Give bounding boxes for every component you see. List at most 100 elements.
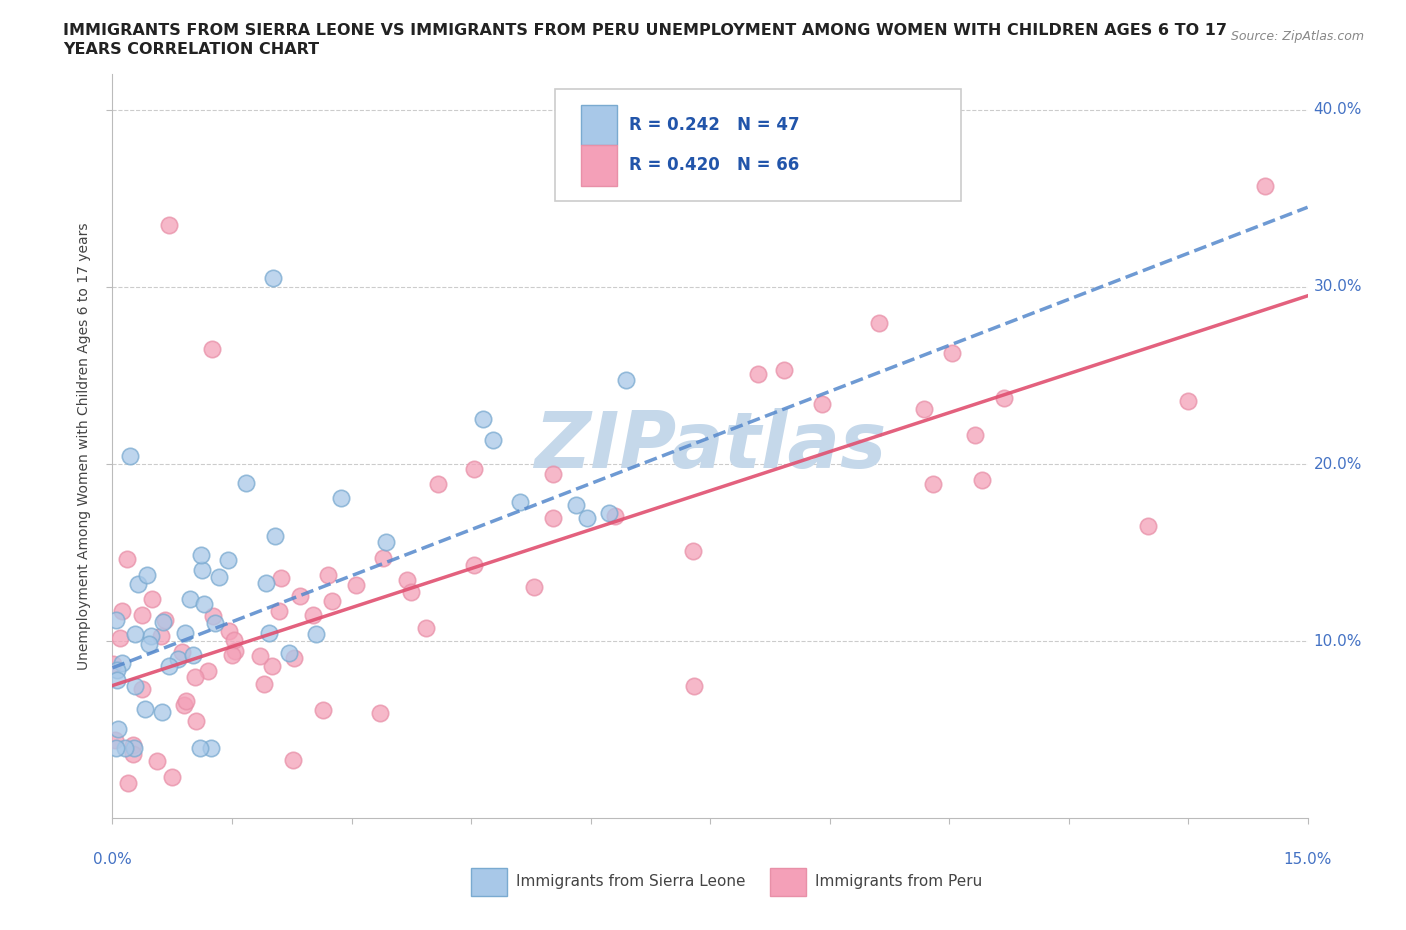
Point [1177, 394, 1199, 409]
Point [965, 427, 987, 442]
Point [302, 607, 325, 622]
Point [912, 402, 935, 417]
Point [868, 315, 890, 330]
Text: 30.0%: 30.0% [1313, 280, 1362, 295]
Point [482, 432, 505, 447]
Point [131, 682, 153, 697]
Point [162, 770, 184, 785]
Point [598, 506, 620, 521]
Point [321, 593, 343, 608]
Point [111, 604, 134, 618]
Point [114, 740, 136, 755]
Text: Immigrants from Sierra Leone: Immigrants from Sierra Leone [516, 874, 747, 889]
Point [200, 740, 222, 755]
Point [201, 341, 224, 356]
Point [117, 776, 139, 790]
Text: 10.0%: 10.0% [1313, 633, 1362, 649]
Point [105, 662, 128, 677]
Point [139, 629, 162, 644]
Point [614, 373, 637, 388]
Point [191, 563, 214, 578]
Point [124, 679, 146, 694]
Point [197, 663, 219, 678]
Point [108, 631, 131, 645]
Point [127, 577, 149, 591]
Point [375, 535, 398, 550]
Point [235, 475, 257, 490]
Point [683, 678, 706, 693]
Point [463, 557, 485, 572]
Point [682, 543, 704, 558]
Point [138, 636, 160, 651]
Point [136, 567, 159, 582]
Point [134, 702, 156, 717]
Point [312, 703, 335, 718]
Point [509, 495, 531, 510]
Point [344, 578, 367, 592]
Point [922, 476, 945, 491]
Point [747, 366, 769, 381]
Point [415, 620, 437, 635]
Point [426, 476, 449, 491]
Point [174, 626, 197, 641]
Point [208, 569, 231, 584]
Point [104, 740, 127, 755]
Point [541, 511, 564, 525]
Point [270, 571, 292, 586]
Point [190, 548, 212, 563]
Point [107, 722, 129, 737]
Point [218, 623, 240, 638]
Point [399, 585, 422, 600]
Point [105, 613, 128, 628]
Text: R = 0.242   N = 47: R = 0.242 N = 47 [628, 116, 800, 134]
Point [263, 528, 285, 543]
Text: 40.0%: 40.0% [1313, 102, 1362, 117]
Point [204, 616, 226, 631]
Point [970, 472, 993, 487]
Point [1254, 179, 1277, 193]
Point [472, 411, 495, 426]
Point [371, 551, 394, 565]
Text: YEARS CORRELATION CHART: YEARS CORRELATION CHART [63, 42, 319, 57]
Point [262, 271, 284, 286]
Point [463, 461, 485, 476]
Point [253, 676, 276, 691]
Point [170, 644, 193, 659]
Point [193, 596, 215, 611]
Point [941, 346, 963, 361]
Y-axis label: Unemployment Among Women with Children Ages 6 to 17 years: Unemployment Among Women with Children A… [77, 222, 91, 671]
Point [603, 509, 626, 524]
Point [316, 567, 339, 582]
Point [772, 362, 794, 377]
Point [103, 657, 125, 671]
Point [141, 591, 163, 606]
Point [576, 511, 599, 525]
Point [122, 747, 145, 762]
Point [304, 627, 326, 642]
Point [105, 672, 128, 687]
Point [173, 698, 195, 712]
Point [811, 396, 834, 411]
Point [249, 649, 271, 664]
Text: ZIPatlas: ZIPatlas [534, 408, 886, 485]
FancyBboxPatch shape [581, 104, 617, 145]
Point [155, 613, 177, 628]
Point [278, 645, 301, 660]
FancyBboxPatch shape [770, 868, 806, 896]
Point [281, 753, 304, 768]
Text: Immigrants from Peru: Immigrants from Peru [815, 874, 983, 889]
Point [254, 576, 277, 591]
Point [224, 644, 246, 658]
Point [523, 580, 546, 595]
FancyBboxPatch shape [554, 89, 962, 201]
Point [146, 753, 169, 768]
Point [111, 656, 134, 671]
Text: Source: ZipAtlas.com: Source: ZipAtlas.com [1230, 30, 1364, 43]
Point [993, 391, 1015, 405]
Point [368, 706, 391, 721]
Point [269, 604, 291, 618]
Point [396, 573, 419, 588]
Point [104, 733, 127, 748]
Text: 15.0%: 15.0% [1284, 852, 1331, 867]
Text: 20.0%: 20.0% [1313, 457, 1362, 472]
